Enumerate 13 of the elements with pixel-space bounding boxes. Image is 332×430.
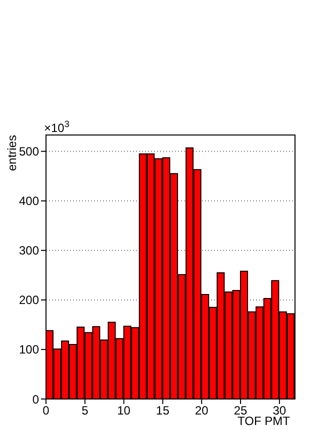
- y-tick-label: 0: [32, 392, 40, 406]
- x-tick-label: 15: [156, 404, 170, 418]
- y-tick-label: 200: [18, 293, 40, 308]
- y-axis-title: entries: [5, 135, 19, 172]
- y-tick-label: 500: [18, 144, 40, 159]
- y-tick-label: 300: [18, 244, 40, 258]
- x-tick-label: 20: [194, 404, 209, 418]
- y-tick-label: 100: [18, 342, 40, 357]
- x-tick-label: 0: [42, 404, 50, 418]
- x-tick-label: 5: [82, 404, 89, 418]
- annotation: ×10$^{3}$: [44, 119, 70, 135]
- x-tick-label: 10: [117, 404, 131, 418]
- y-tick-label: 400: [18, 194, 40, 208]
